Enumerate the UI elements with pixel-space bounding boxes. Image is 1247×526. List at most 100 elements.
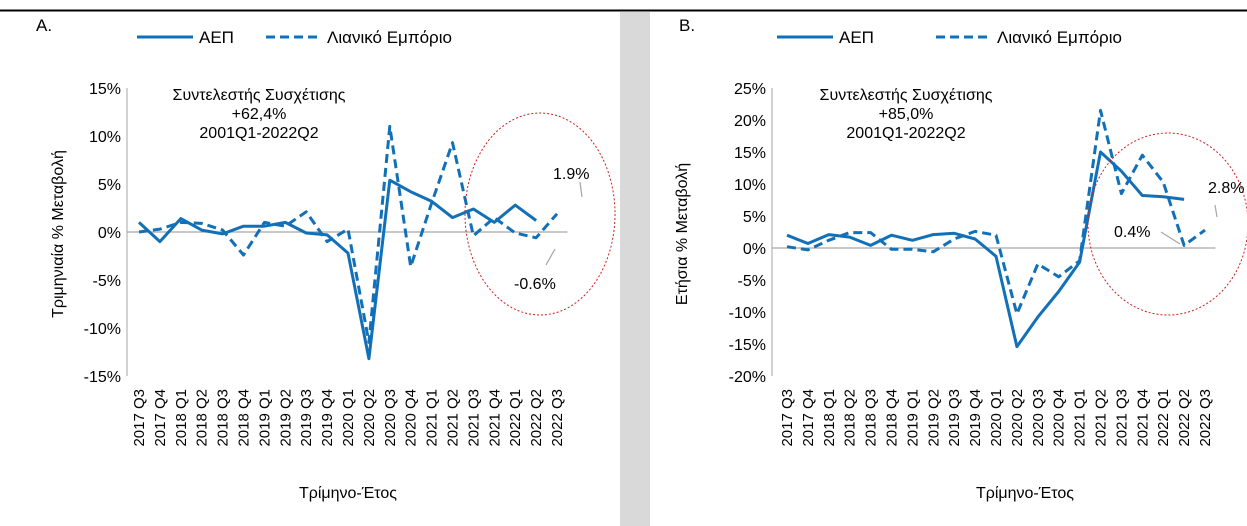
legend-label-retail: Λιανικό Εμπόριο [327, 28, 452, 47]
y-tick-label: 5% [743, 209, 766, 226]
x-tick-label: 2019 Q4 [967, 389, 984, 447]
y-tick-label: 5% [98, 177, 121, 194]
highlight-ellipse [1088, 133, 1247, 315]
value-label-last: 2.8% [1208, 180, 1244, 197]
annotation-line-3: 2001Q1-2022Q2 [199, 125, 318, 142]
x-tick-label: 2019 Q1 [904, 389, 921, 447]
x-tick-label: 2017 Q3 [131, 389, 148, 447]
x-tick-label: 2021 Q4 [1134, 389, 1151, 447]
x-tick-label: 2022 Q3 [1197, 389, 1214, 447]
x-tick-label: 2018 Q2 [842, 389, 859, 447]
x-tick-label: 2020 Q4 [1051, 389, 1068, 447]
x-tick-label: 2021 Q2 [445, 389, 462, 447]
x-tick-label: 2019 Q1 [256, 389, 273, 447]
y-tick-label: 25% [734, 81, 766, 98]
y-tick-label: -5% [738, 273, 766, 290]
x-tick-label: 2020 Q4 [403, 389, 420, 447]
x-tick-label: 2018 Q4 [884, 389, 901, 447]
x-tick-label: 2020 Q2 [1009, 389, 1026, 447]
x-tick-label: 2021 Q4 [486, 389, 503, 447]
y-tick-label: 0% [98, 225, 121, 242]
x-tick-label: 2020 Q1 [340, 389, 357, 447]
annotation-line-1: Συντελεστής Συσχέτισης [820, 87, 993, 104]
x-tick-label: 2022 Q3 [549, 389, 566, 447]
legend-label-gdp: ΑΕΠ [199, 28, 234, 47]
y-tick-label: -15% [84, 369, 121, 386]
y-tick-label: 10% [734, 177, 766, 194]
x-tick-label: 2020 Q1 [988, 389, 1005, 447]
y-axis-label: Τριμηνιαία % Μεταβολή [50, 150, 67, 318]
chart-panel-a: A. ΑΕΠ Λιανικό Εμπόριο Συντελεστής Συσχέ… [0, 12, 620, 526]
y-tick-label: 0% [743, 241, 766, 258]
legend-label-retail: Λιανικό Εμπόριο [997, 28, 1122, 47]
x-tick-label: 2021 Q3 [1113, 389, 1130, 447]
x-tick-label: 2021 Q3 [465, 389, 482, 447]
x-axis-label: Τρίμηνο-Έτος [299, 485, 397, 502]
value-label-last: 1.9% [553, 166, 589, 183]
y-axis-ticks: 25% 20% 15% 10% 5% 0% -5% -10% -15% -20% [729, 81, 766, 386]
leader-line-last [580, 182, 582, 197]
value-label-prev: -0.6% [514, 276, 556, 293]
x-tick-label: 2019 Q2 [277, 389, 294, 447]
x-tick-label: 2017 Q4 [800, 389, 817, 447]
x-tick-label: 2022 Q1 [1155, 389, 1172, 447]
y-axis-label: Ετήσια % Μεταβολή [674, 163, 691, 305]
annotation-line-2: +85,0% [879, 106, 934, 123]
x-tick-label: 2018 Q1 [821, 389, 838, 447]
x-tick-label: 2021 Q1 [424, 389, 441, 447]
x-tick-label: 2018 Q2 [194, 389, 211, 447]
x-tick-label: 2020 Q3 [382, 389, 399, 447]
top-border-line [0, 0, 1247, 12]
annotation-line-3: 2001Q1-2022Q2 [846, 125, 965, 142]
y-tick-label: -20% [729, 369, 766, 386]
legend-label-gdp: ΑΕΠ [839, 28, 874, 47]
x-tick-label: 2019 Q3 [298, 389, 315, 447]
x-tick-label: 2017 Q4 [152, 389, 169, 447]
x-axis-label: Τρίμηνο-Έτος [976, 485, 1074, 502]
y-tick-label: -10% [729, 305, 766, 322]
value-label-prev: 0.4% [1114, 224, 1150, 241]
leader-line-prev [546, 249, 555, 265]
correlation-annotation: Συντελεστής Συσχέτισης +85,0% 2001Q1-202… [820, 87, 993, 142]
x-tick-label: 2019 Q4 [319, 389, 336, 447]
y-tick-label: 15% [89, 81, 121, 98]
x-tick-label: 2020 Q3 [1030, 389, 1047, 447]
x-tick-label: 2020 Q2 [361, 389, 378, 447]
x-tick-label: 2021 Q2 [1093, 389, 1110, 447]
legend: ΑΕΠ Λιανικό Εμπόριο [777, 28, 1122, 47]
x-tick-label: 2018 Q4 [236, 389, 253, 447]
x-tick-label: 2017 Q3 [779, 389, 796, 447]
x-axis-ticks: 2017 Q3 2017 Q4 2018 Q1 2018 Q2 2018 Q3 2018 … [779, 389, 1214, 447]
x-tick-label: 2019 Q3 [946, 389, 963, 447]
x-tick-label: 2019 Q2 [925, 389, 942, 447]
chart-panel-b: B. ΑΕΠ Λιανικό Εμπόριο Συντελεστής Συσχέ… [650, 12, 1247, 526]
x-tick-label: 2022 Q1 [507, 389, 524, 447]
y-tick-label: 10% [89, 129, 121, 146]
panel-label: B. [679, 16, 695, 35]
x-tick-label: 2022 Q2 [1176, 389, 1193, 447]
panel-label: A. [36, 16, 52, 35]
correlation-annotation: Συντελεστής Συσχέτισης +62,4% 2001Q1-202… [173, 87, 346, 142]
leader-line-last [1215, 205, 1217, 217]
y-tick-label: 15% [734, 145, 766, 162]
legend: ΑΕΠ Λιανικό Εμπόριο [137, 28, 452, 47]
y-tick-label: -15% [729, 337, 766, 354]
annotation-line-2: +62,4% [232, 106, 287, 123]
x-tick-label: 2021 Q1 [1072, 389, 1089, 447]
series-line-retail [139, 126, 557, 342]
leader-line-prev [1161, 232, 1180, 244]
x-axis-ticks: 2017 Q3 2017 Q4 2018 Q1 2018 Q2 2018 Q3 2018 … [131, 389, 566, 447]
panel-divider [620, 12, 650, 526]
annotation-line-1: Συντελεστής Συσχέτισης [173, 87, 346, 104]
x-tick-label: 2018 Q3 [215, 389, 232, 447]
series-line-gdp [787, 152, 1184, 347]
series-layer [139, 126, 557, 358]
x-tick-label: 2018 Q3 [863, 389, 880, 447]
y-axis-ticks: 15% 10% 5% 0% -5% -10% -15% [84, 81, 121, 386]
series-line-gdp [139, 180, 536, 359]
y-tick-label: -5% [93, 273, 121, 290]
x-tick-label: 2022 Q2 [528, 389, 545, 447]
y-tick-label: -10% [84, 321, 121, 338]
y-tick-label: 20% [734, 113, 766, 130]
x-tick-label: 2018 Q1 [173, 389, 190, 447]
